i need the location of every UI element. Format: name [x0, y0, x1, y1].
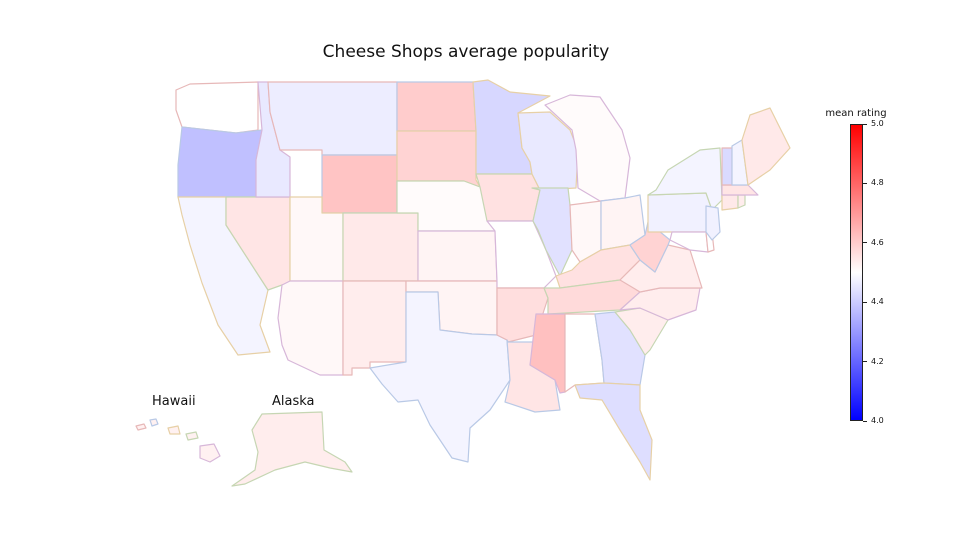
alaska-label: Alaska	[272, 394, 315, 409]
state-connecticut	[721, 194, 739, 211]
state-kansas	[417, 230, 498, 282]
colorbar-tick	[863, 301, 867, 303]
state-new-mexico	[342, 280, 407, 376]
state-hawaii-island	[149, 418, 159, 427]
state-south-dakota	[396, 130, 481, 188]
state-hawaii	[199, 443, 221, 463]
state-wyoming	[321, 154, 398, 214]
colorbar-tick-label: 4.8	[871, 178, 884, 188]
state-vermont	[721, 147, 733, 186]
state-washington	[175, 81, 259, 134]
state-west-virginia	[629, 221, 671, 273]
state-north-dakota	[396, 81, 477, 132]
colorbar-tick-label: 4.2	[871, 356, 884, 366]
state-hawaii-island	[167, 425, 181, 435]
state-iowa	[475, 173, 541, 222]
colorbar-tick-label: 4.6	[871, 237, 884, 247]
colorbar-label: mean rating	[825, 108, 887, 119]
map-title: Cheese Shops average popularity	[322, 42, 610, 62]
colorbar-tick	[863, 182, 867, 184]
state-oregon	[177, 126, 263, 198]
colorbar-tick	[863, 361, 867, 363]
state-texas	[369, 291, 511, 463]
colorbar-tick	[863, 242, 867, 244]
state-colorado	[342, 212, 419, 282]
state-montana	[267, 81, 398, 156]
state-florida	[574, 382, 653, 481]
state-rhode-island	[737, 194, 746, 209]
colorbar-tick-label: 5.0	[871, 119, 884, 128]
colorbar-tick	[863, 420, 867, 422]
colorbar-tick-label: 4.4	[871, 297, 884, 307]
colorbar	[850, 124, 863, 421]
state-pennsylvania	[647, 192, 713, 233]
state-maryland	[669, 231, 709, 253]
colorbar-tick-label: 4.0	[871, 416, 884, 425]
state-hawaii-island	[135, 423, 147, 431]
state-arizona	[277, 280, 344, 376]
state-massachusetts	[721, 184, 759, 196]
state-maine	[741, 107, 791, 186]
colorbar-tick	[863, 123, 867, 125]
state-hawaii-island	[185, 431, 199, 441]
hawaii-label: Hawaii	[152, 394, 196, 409]
state-new-jersey	[705, 205, 721, 241]
state-illinois	[531, 187, 573, 277]
state-alaska	[231, 411, 353, 487]
